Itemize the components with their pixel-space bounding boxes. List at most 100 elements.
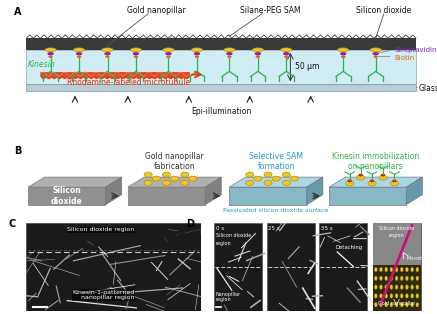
Circle shape bbox=[375, 276, 377, 281]
Circle shape bbox=[400, 302, 403, 307]
Circle shape bbox=[368, 181, 376, 186]
Text: Nanopillar
region: Nanopillar region bbox=[216, 291, 241, 302]
Text: Biotin: Biotin bbox=[394, 55, 414, 61]
Polygon shape bbox=[307, 177, 323, 205]
Text: Silicon dioxide: Silicon dioxide bbox=[379, 225, 414, 230]
Circle shape bbox=[395, 276, 398, 281]
Circle shape bbox=[395, 294, 398, 298]
Text: Silicon dioxide region: Silicon dioxide region bbox=[67, 227, 135, 232]
Polygon shape bbox=[105, 177, 122, 205]
Circle shape bbox=[416, 294, 419, 298]
Polygon shape bbox=[28, 177, 122, 187]
Ellipse shape bbox=[104, 52, 111, 55]
Circle shape bbox=[358, 174, 363, 176]
Circle shape bbox=[346, 181, 354, 186]
Circle shape bbox=[416, 285, 419, 290]
Circle shape bbox=[380, 276, 382, 281]
Circle shape bbox=[347, 180, 352, 182]
Circle shape bbox=[264, 180, 272, 185]
Circle shape bbox=[395, 302, 398, 307]
Circle shape bbox=[152, 176, 160, 181]
Ellipse shape bbox=[227, 55, 232, 58]
Ellipse shape bbox=[340, 52, 347, 55]
Text: Rhodamine-labeled microtubule: Rhodamine-labeled microtubule bbox=[67, 78, 190, 87]
Polygon shape bbox=[406, 177, 423, 205]
Circle shape bbox=[392, 180, 397, 182]
Text: Gold nanopillar: Gold nanopillar bbox=[127, 6, 186, 15]
Text: Epi-illumination: Epi-illumination bbox=[191, 107, 251, 116]
Ellipse shape bbox=[341, 55, 346, 58]
Circle shape bbox=[272, 176, 280, 181]
Circle shape bbox=[416, 302, 419, 307]
Circle shape bbox=[246, 172, 254, 177]
Circle shape bbox=[246, 180, 254, 185]
Circle shape bbox=[390, 267, 393, 272]
Circle shape bbox=[400, 285, 403, 290]
Ellipse shape bbox=[224, 48, 235, 52]
Text: Silicon dioxide: Silicon dioxide bbox=[216, 234, 251, 239]
Circle shape bbox=[411, 267, 413, 272]
Bar bbox=[26, 38, 416, 50]
Text: Streptavidin: Streptavidin bbox=[394, 47, 437, 53]
Ellipse shape bbox=[194, 52, 200, 55]
Circle shape bbox=[380, 294, 382, 298]
Bar bbox=[319, 223, 367, 311]
Ellipse shape bbox=[374, 55, 378, 58]
Ellipse shape bbox=[163, 48, 174, 52]
Bar bbox=[372, 223, 420, 265]
Bar bbox=[26, 84, 416, 91]
Circle shape bbox=[375, 285, 377, 290]
Circle shape bbox=[385, 302, 388, 307]
Text: 25 s: 25 s bbox=[268, 225, 280, 230]
Circle shape bbox=[416, 267, 419, 272]
Bar bbox=[214, 223, 262, 311]
Circle shape bbox=[254, 176, 262, 181]
Text: Kinesin-1-patterned
nanopillar region: Kinesin-1-patterned nanopillar region bbox=[73, 290, 135, 300]
Ellipse shape bbox=[255, 52, 261, 55]
Circle shape bbox=[390, 302, 393, 307]
Ellipse shape bbox=[256, 55, 260, 58]
Ellipse shape bbox=[77, 55, 81, 58]
Circle shape bbox=[375, 267, 377, 272]
Circle shape bbox=[144, 180, 152, 185]
Circle shape bbox=[411, 294, 413, 298]
Text: region: region bbox=[216, 241, 232, 246]
Ellipse shape bbox=[283, 52, 290, 55]
Text: Selective SAM
formation: Selective SAM formation bbox=[249, 152, 303, 171]
Ellipse shape bbox=[47, 52, 54, 55]
Circle shape bbox=[375, 302, 377, 307]
Ellipse shape bbox=[252, 48, 264, 52]
Circle shape bbox=[380, 285, 382, 290]
Circle shape bbox=[385, 276, 388, 281]
Circle shape bbox=[381, 174, 385, 176]
Polygon shape bbox=[128, 187, 205, 205]
Polygon shape bbox=[128, 177, 221, 187]
Circle shape bbox=[390, 276, 393, 281]
Circle shape bbox=[144, 172, 152, 177]
Text: Silicon dioxide: Silicon dioxide bbox=[356, 6, 412, 15]
Polygon shape bbox=[229, 177, 323, 187]
Ellipse shape bbox=[281, 48, 292, 52]
Text: Silane-PEG SAM: Silane-PEG SAM bbox=[240, 6, 300, 15]
Text: Gold nanopillar: Gold nanopillar bbox=[378, 301, 415, 306]
Circle shape bbox=[390, 285, 393, 290]
Polygon shape bbox=[329, 187, 406, 205]
Circle shape bbox=[357, 175, 365, 180]
Circle shape bbox=[411, 285, 413, 290]
Ellipse shape bbox=[372, 52, 379, 55]
Circle shape bbox=[411, 302, 413, 307]
Circle shape bbox=[411, 276, 413, 281]
Circle shape bbox=[290, 176, 298, 181]
Circle shape bbox=[375, 294, 377, 298]
Bar bbox=[267, 223, 315, 311]
Polygon shape bbox=[28, 187, 105, 205]
Text: C: C bbox=[9, 219, 16, 230]
Circle shape bbox=[400, 267, 403, 272]
Circle shape bbox=[390, 181, 399, 186]
Circle shape bbox=[264, 172, 272, 177]
Circle shape bbox=[400, 294, 403, 298]
Circle shape bbox=[282, 180, 290, 185]
Circle shape bbox=[395, 267, 398, 272]
Text: 0 s: 0 s bbox=[216, 225, 224, 230]
Circle shape bbox=[406, 267, 408, 272]
